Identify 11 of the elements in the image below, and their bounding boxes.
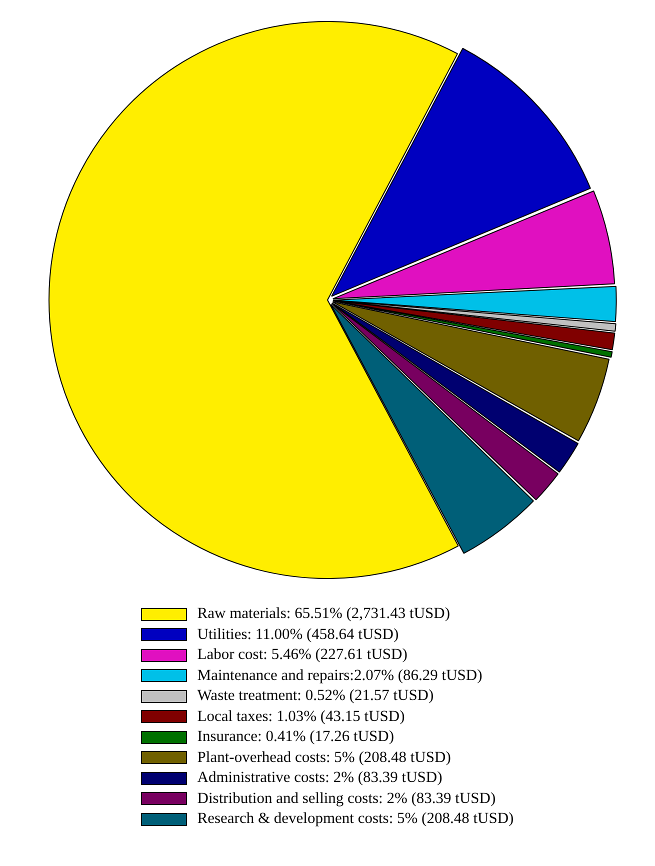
legend-label: Waste treatment: 0.52% (21.57 tUSD) bbox=[197, 687, 434, 706]
legend-label: Research & development costs: 5% (208.48 tUSD) bbox=[197, 810, 514, 828]
legend-label: Maintenance and repairs:2.07% (86.29 tUSD) bbox=[197, 666, 482, 685]
legend-label: Utilities: 11.00% (458.64 tUSD) bbox=[197, 626, 399, 644]
legend-label: Administrative costs: 2% (83.39 tUSD) bbox=[197, 769, 442, 788]
legend-label: Raw materials: 65.51% (2,731.43 tUSD) bbox=[197, 605, 450, 624]
legend-label: Local taxes: 1.03% (43.15 tUSD) bbox=[197, 708, 405, 726]
legend-label: Distribution and selling costs: 2% (83.39 tUSD) bbox=[197, 790, 496, 808]
legend-label: Insurance: 0.41% (17.26 tUSD) bbox=[197, 728, 394, 746]
legend-label: Plant-overhead costs: 5% (208.48 tUSD) bbox=[197, 748, 451, 767]
legend-label: Labor cost: 5.46% (227.61 tUSD) bbox=[197, 646, 408, 664]
